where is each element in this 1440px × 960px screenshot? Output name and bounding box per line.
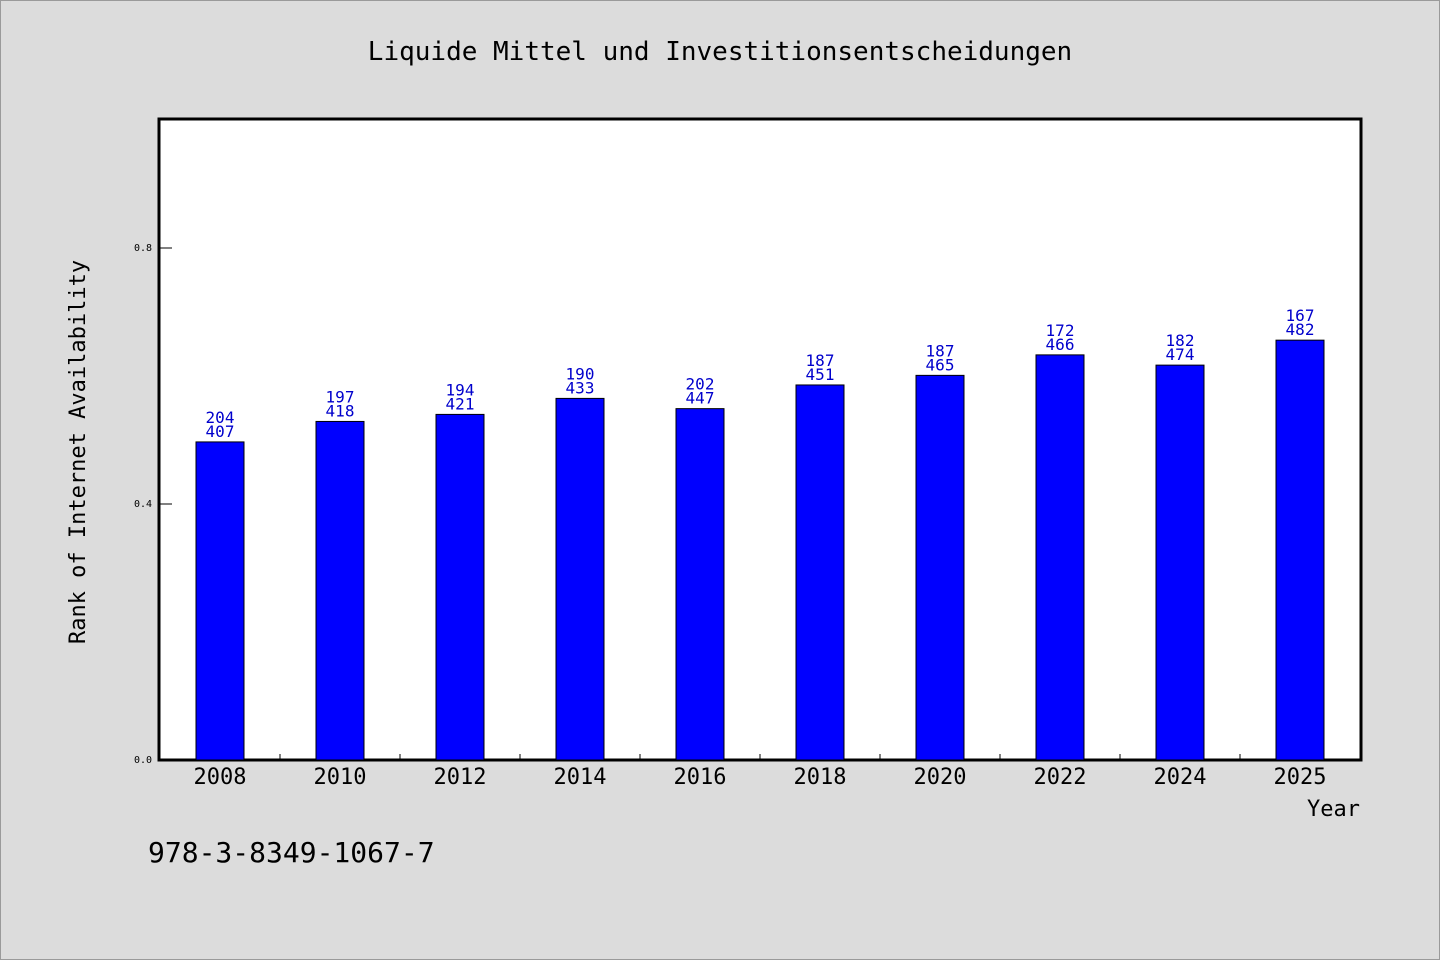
- bar-2025: [1275, 339, 1325, 761]
- isbn-footnote: 978-3-8349-1067-7: [148, 836, 435, 869]
- x-tick-label: 2008: [194, 765, 247, 790]
- bar-label-bottom: 433: [566, 378, 595, 397]
- x-tick-label: 2022: [1034, 765, 1087, 790]
- x-axis-label: Year: [1307, 797, 1360, 822]
- bar-label-bottom: 466: [1046, 335, 1075, 354]
- y-ticks: 0.0 0.4 0.8: [134, 243, 172, 766]
- y-axis-label: Rank of Internet Availability: [66, 260, 91, 644]
- x-tick-label: 2025: [1274, 765, 1327, 790]
- bar-label-top: 194: [446, 380, 475, 399]
- y-tick-label: 0.8: [134, 243, 152, 254]
- bar-label-top: 187: [926, 341, 955, 360]
- bar-label-top: 202: [686, 375, 715, 394]
- bar-2014: [555, 397, 605, 761]
- bar-2018: [795, 384, 845, 761]
- bars: [195, 339, 1325, 761]
- bar-2010: [315, 420, 365, 761]
- bar-2020: [915, 374, 965, 761]
- x-tick-label: 2010: [314, 765, 367, 790]
- bar-label-bottom: 482: [1286, 320, 1315, 339]
- bar-label-bottom: 418: [326, 401, 355, 420]
- bar-label-top: 197: [326, 387, 355, 406]
- y-tick-label: 0.0: [134, 755, 152, 766]
- bar-label-bottom: 447: [686, 389, 715, 408]
- bar-label-bottom: 465: [926, 355, 955, 374]
- bar-label-top: 172: [1046, 321, 1075, 340]
- x-tick-label: 2020: [914, 765, 967, 790]
- x-tick-label: 2016: [674, 765, 727, 790]
- bar-label-bottom: 451: [806, 365, 835, 384]
- bar-2022: [1035, 354, 1085, 761]
- bar-label-top: 167: [1286, 306, 1315, 325]
- bar-2024: [1155, 364, 1205, 761]
- x-ticks: 2008 2010 2012 2014 2016 2018 2020 2022 2024 2025: [194, 754, 1327, 790]
- bar-label-bottom: 407: [206, 422, 235, 441]
- bar-label-bottom: 474: [1166, 345, 1195, 364]
- y-tick-label: 0.4: [134, 499, 152, 510]
- chart-title: Liquide Mittel und Investitionsentscheid…: [368, 37, 1072, 67]
- bar-2016: [675, 408, 725, 761]
- bar-label-top: 204: [206, 408, 235, 427]
- x-tick-label: 2024: [1154, 765, 1207, 790]
- bar-label-bottom: 421: [446, 394, 475, 413]
- bar-label-top: 190: [566, 364, 595, 383]
- bar-2008: [195, 441, 245, 761]
- bar-label-top: 182: [1166, 331, 1195, 350]
- x-tick-label: 2014: [554, 765, 607, 790]
- bar-2012: [435, 413, 485, 761]
- x-tick-label: 2012: [434, 765, 487, 790]
- x-tick-label: 2018: [794, 765, 847, 790]
- bar-label-top: 187: [806, 351, 835, 370]
